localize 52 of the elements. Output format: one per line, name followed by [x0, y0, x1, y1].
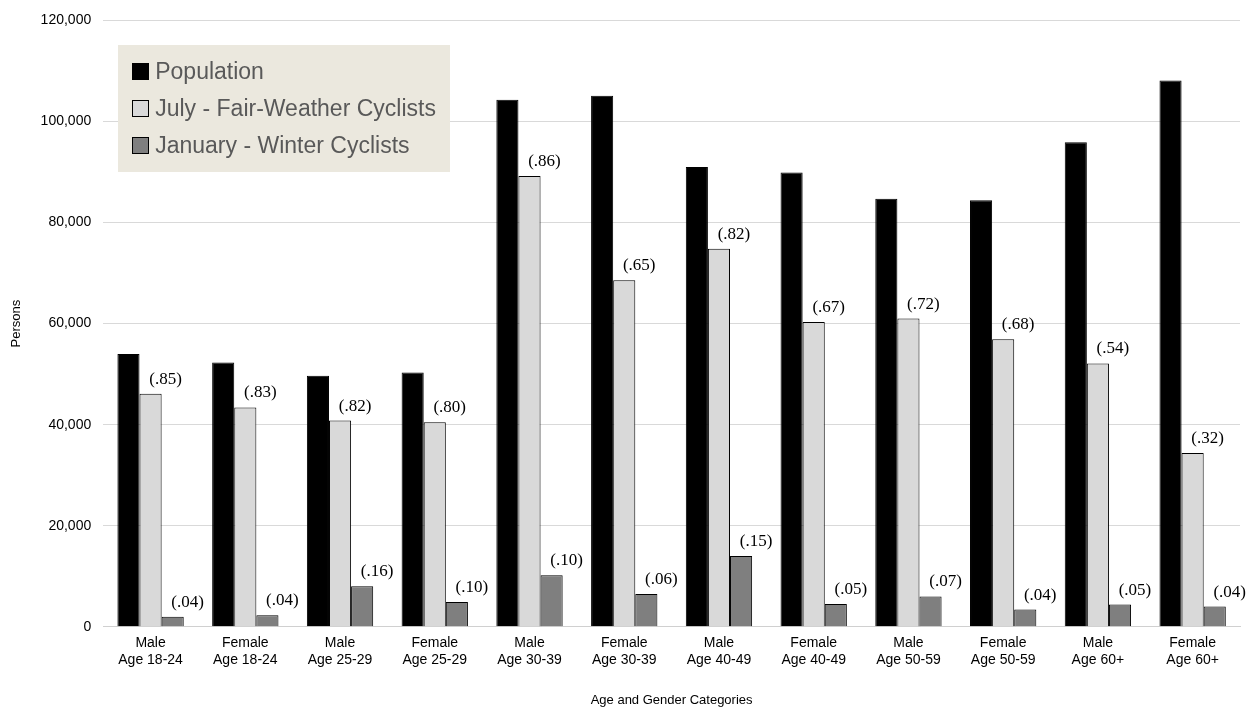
- y-tick-label: 40,000: [48, 415, 92, 432]
- annotation: (.15): [739, 531, 773, 551]
- legend-label: January - Winter Cyclists: [155, 132, 410, 160]
- y-tick-label: 60,000: [48, 314, 92, 331]
- annotation: (.04): [1213, 581, 1246, 601]
- y-tick-label: 20,000: [48, 516, 92, 533]
- annotation: (.54): [1096, 338, 1130, 358]
- y-tick-label: 100,000: [40, 112, 92, 129]
- annotation: (.06): [645, 568, 678, 588]
- y-axis-title: Persons: [8, 299, 24, 348]
- legend-label: July - Fair-Weather Cyclists: [155, 95, 436, 123]
- annotation: (.68): [1001, 314, 1035, 334]
- annotation: (.04): [266, 590, 299, 610]
- bar: [970, 200, 993, 627]
- x-tick-label: Male Age 60+: [1071, 634, 1125, 667]
- x-tick-label: Female Age 40-49: [781, 634, 847, 667]
- annotation: (.04): [1023, 584, 1057, 604]
- x-tick-label: Female Age 30-39: [591, 634, 657, 667]
- x-tick-label: Female Age 50-59: [970, 634, 1036, 667]
- x-tick-label: Male Age 50-59: [876, 634, 941, 667]
- annotation: (.10): [455, 577, 489, 597]
- annotation: (.67): [812, 297, 845, 317]
- x-tick-label: Female Age 25-29: [402, 634, 468, 667]
- bar: [401, 372, 424, 627]
- annotation: (.07): [929, 571, 962, 591]
- x-tick-label: Male Age 30-39: [497, 634, 563, 667]
- annotation: (.72): [907, 293, 940, 313]
- annotation: (.82): [338, 395, 372, 415]
- y-tick-label: 0: [83, 617, 92, 634]
- annotation: (.04): [171, 591, 204, 611]
- x-axis-title: Age and Gender Categories: [590, 691, 754, 707]
- annotation: (.80): [433, 397, 467, 417]
- annotation: (.86): [528, 151, 561, 171]
- annotation: (.82): [717, 223, 751, 243]
- y-tick-label: 120,000: [40, 11, 92, 28]
- bar: [212, 362, 235, 627]
- x-tick-label: Male Age 18-24: [118, 634, 184, 667]
- x-tick-label: Male Age 25-29: [307, 634, 373, 667]
- annotation: (.83): [243, 382, 277, 402]
- annotation: (.32): [1191, 427, 1224, 447]
- y-tick-label: 80,000: [48, 213, 92, 230]
- x-tick-label: Female Age 18-24: [213, 634, 278, 667]
- x-tick-label: Male Age 40-49: [686, 634, 752, 667]
- annotation: (.85): [149, 368, 182, 388]
- bar: [591, 95, 614, 627]
- annotation: (.65): [622, 255, 656, 275]
- x-tick-label: Female Age 60+: [1166, 634, 1219, 667]
- annotation: (.05): [1118, 579, 1152, 599]
- annotation: (.05): [834, 579, 868, 599]
- annotation: (.10): [550, 550, 583, 570]
- legend-label: Population: [155, 58, 264, 86]
- annotation: (.16): [360, 561, 394, 581]
